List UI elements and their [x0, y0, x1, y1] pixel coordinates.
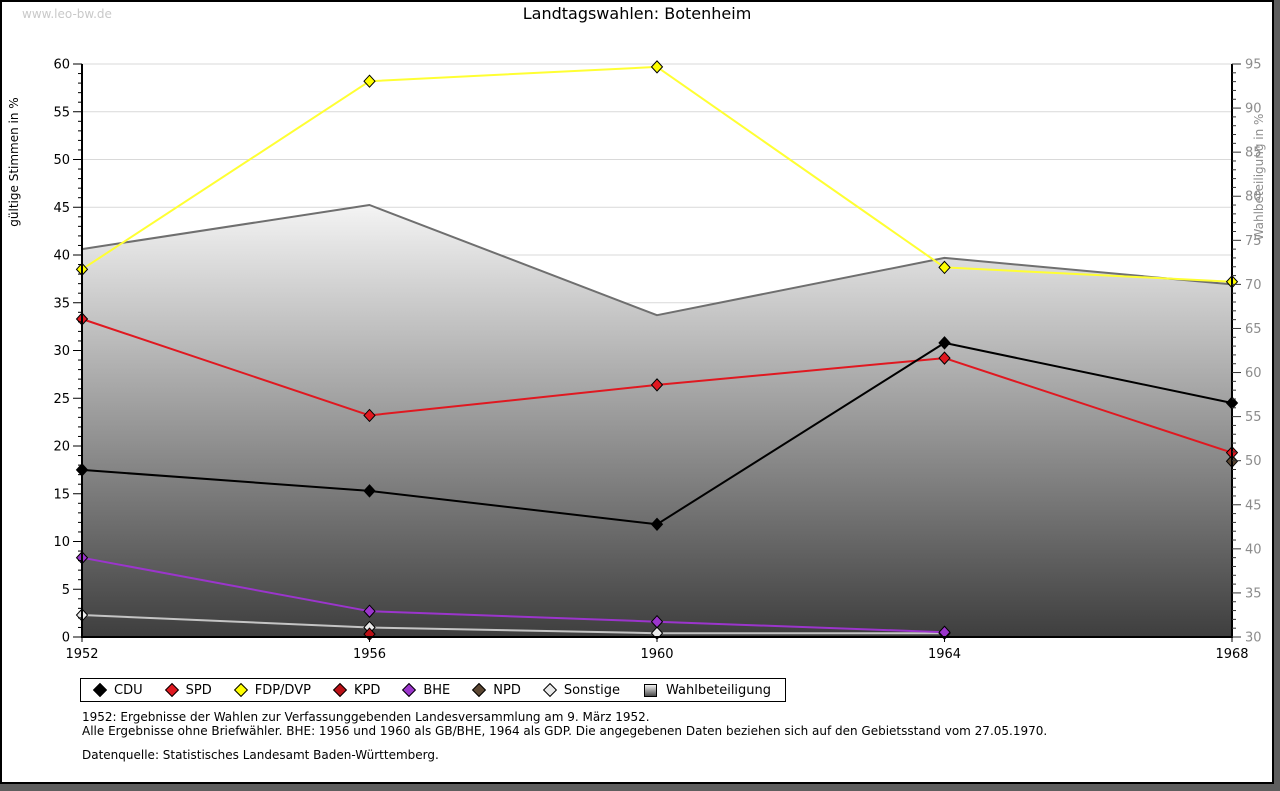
footnote-line-1: 1952: Ergebnisse der Wahlen zur Verfassu…	[82, 710, 650, 724]
legend-item-fdp-dvp: FDP/DVP	[233, 682, 311, 698]
turnout-area	[82, 205, 1232, 637]
series-BHE-marker	[650, 614, 664, 629]
x-tick-label: 1952	[65, 647, 98, 662]
page-title: Landtagswahlen: Botenheim	[522, 4, 752, 23]
legend-item-cdu: CDU	[92, 682, 143, 698]
legend-label: Sonstige	[563, 682, 621, 698]
x-tick-label: 1956	[353, 647, 386, 662]
gradient-square-icon	[644, 683, 658, 697]
right-tick-label: 40	[1245, 542, 1262, 557]
legend-label: SPD	[185, 682, 212, 698]
left-tick-label: 45	[53, 201, 70, 216]
right-tick-label: 95	[1245, 58, 1262, 73]
legend-item-bhe: BHE	[402, 682, 451, 698]
legend-item-kpd: KPD	[332, 682, 381, 698]
footnote-source: Datenquelle: Statistisches Landesamt Bad…	[82, 748, 439, 762]
series-CDU-marker	[363, 484, 376, 498]
right-tick-label: 70	[1245, 278, 1262, 293]
right-tick-label: 30	[1245, 631, 1262, 646]
series-SPD-marker	[363, 408, 376, 423]
series-line-Sonstige	[81, 614, 945, 635]
x-tick-label: 1968	[1215, 647, 1248, 662]
left-tick-label: 25	[53, 392, 70, 407]
plot-area: 0 5 10 15 20 25 30 35 40 45 50 55 60 30 35 40 45 50 55 60 65…	[7, 58, 1266, 663]
diamond-icon	[332, 682, 348, 698]
left-tick-label: 55	[53, 105, 70, 120]
watermark: www.leo-bw.de	[22, 7, 112, 21]
left-tick-label: 10	[53, 535, 70, 550]
turnout-line	[81, 204, 1233, 317]
right-axis-title: Wahlbeteiligung in %	[1252, 114, 1266, 241]
legend-item-wahlbeteiligung: Wahlbeteiligung	[644, 683, 771, 698]
legend-label: CDU	[114, 682, 143, 698]
left-tick-label: 40	[53, 249, 70, 264]
legend-item-sonstige: Sonstige	[542, 682, 621, 698]
left-tick-label: 50	[53, 153, 70, 168]
legend-item-npd: NPD	[472, 682, 521, 698]
left-tick-label: 35	[53, 296, 70, 311]
x-tick-label: 1960	[640, 647, 673, 662]
left-tick-label: 0	[62, 631, 70, 646]
series-FDP/DVP-marker	[363, 74, 376, 88]
right-tick-label: 45	[1245, 498, 1262, 513]
left-axis-title: gültige Stimmen in %	[7, 97, 21, 226]
left-tick-label: 15	[53, 487, 70, 502]
series-CDU-marker	[938, 336, 951, 350]
footnote-line-2: Alle Ergebnisse ohne Briefwähler. BHE: 1…	[82, 724, 1048, 738]
footnotes: 1952: Ergebnisse der Wahlen zur Verfassu…	[82, 710, 1047, 738]
diamond-icon	[233, 682, 248, 698]
left-tick-label: 5	[62, 583, 70, 598]
legend-label: NPD	[493, 682, 521, 698]
diamond-icon	[164, 682, 179, 698]
diamond-icon	[402, 682, 417, 698]
series-FDP/DVP-marker	[650, 60, 664, 74]
right-tick-label: 85	[1245, 146, 1262, 161]
legend-label: BHE	[423, 682, 451, 698]
series-SPD-marker	[650, 378, 664, 392]
right-tick-label: 35	[1245, 586, 1262, 601]
series-CDU-marker	[650, 517, 664, 532]
x-tick-label: 1964	[928, 647, 961, 662]
right-tick-label: 50	[1245, 454, 1262, 469]
series-BHE-marker	[363, 604, 376, 618]
right-tick-label: 55	[1245, 410, 1262, 425]
right-tick-label: 75	[1245, 234, 1262, 249]
right-tick-label: 65	[1245, 322, 1262, 337]
diamond-icon	[542, 682, 557, 698]
legend-item-spd: SPD	[164, 682, 212, 698]
left-tick-label: 20	[53, 440, 70, 455]
right-tick-label: 80	[1245, 190, 1262, 205]
series-FDP/DVP-marker	[938, 260, 951, 275]
right-tick-label: 90	[1245, 102, 1262, 117]
diamond-icon	[472, 682, 487, 698]
legend-label: FDP/DVP	[254, 682, 311, 698]
series-SPD-marker	[938, 351, 951, 365]
right-tick-label: 60	[1245, 366, 1262, 381]
left-tick-label: 30	[53, 344, 70, 359]
series-line-BHE	[81, 556, 945, 634]
legend-label: Wahlbeteiligung	[666, 682, 772, 698]
left-tick-label: 60	[53, 58, 70, 73]
legend: CDU SPD FDP/DVP KPD BHE NPD Sonstige Wahlbeteil…	[80, 678, 787, 702]
legend-label: KPD	[353, 682, 381, 698]
diamond-icon	[92, 682, 108, 698]
